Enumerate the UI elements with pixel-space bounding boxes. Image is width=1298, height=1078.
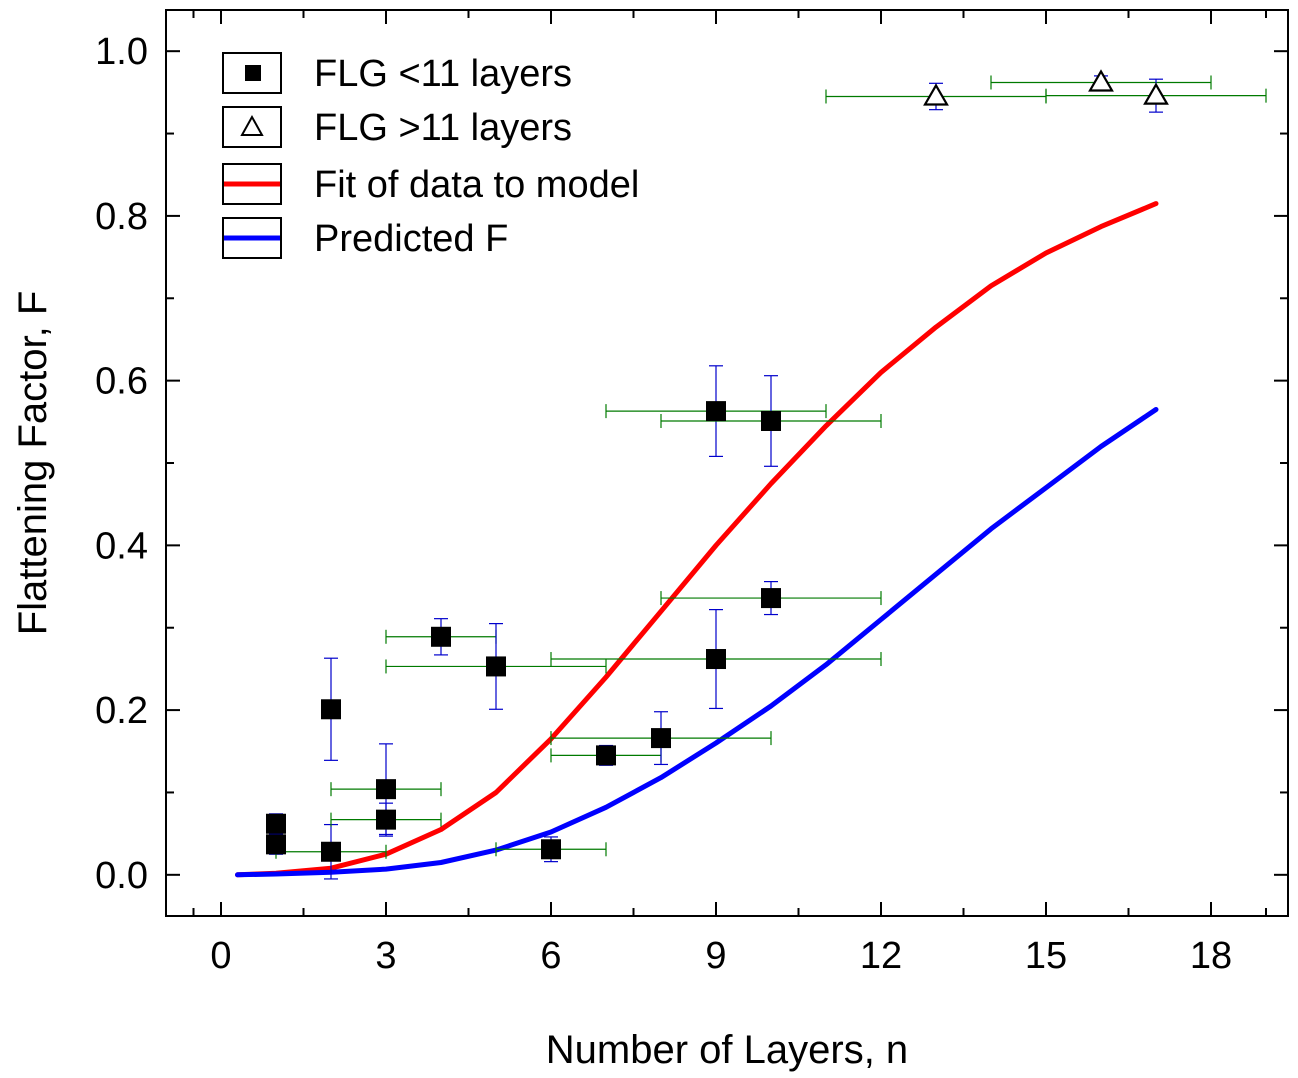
model-curves <box>235 201 1159 878</box>
x-tick-label: 18 <box>1190 935 1232 977</box>
data-point-triangle <box>1143 82 1169 105</box>
x-tick-label: 12 <box>860 935 902 977</box>
data-point-square <box>266 813 286 834</box>
data-point-square <box>486 656 506 677</box>
legend-swatch-box <box>222 106 282 148</box>
x-tick-label: 15 <box>1025 935 1067 977</box>
y-tick-label: 0.4 <box>95 525 148 567</box>
data-point-square <box>266 834 286 855</box>
legend: FLG <11 layers FLG >11 layers Fit of data … <box>222 52 639 260</box>
fit-curve-line <box>235 201 1159 878</box>
data-point-square <box>596 745 616 766</box>
x-tick-label: 3 <box>375 935 396 977</box>
data-point-square <box>706 649 726 670</box>
data-point-triangle <box>923 83 949 106</box>
data-point-square <box>761 588 781 609</box>
y-tick-label: 0.2 <box>95 690 148 732</box>
y-tick-label: 0.8 <box>95 196 148 238</box>
data-point-triangle <box>1088 69 1114 92</box>
data-point-square <box>376 779 396 800</box>
x-tick-label: 9 <box>705 935 726 977</box>
legend-label: Predicted F <box>314 218 508 260</box>
legend-label: Fit of data to model <box>314 164 639 206</box>
legend-triangle-marker <box>240 114 264 136</box>
axis-ticks: 0 3 6 9 12 15 18 0.0 0.2 0.4 0.6 0.8 1.0 <box>95 10 1288 977</box>
y-tick-label: 0.6 <box>95 361 148 403</box>
legend-square-marker <box>245 65 261 81</box>
x-tick-label: 0 <box>210 935 231 977</box>
predicted-curve-line <box>235 407 1159 878</box>
y-tick-label: 1.0 <box>95 31 148 73</box>
data-point-square <box>651 728 671 749</box>
data-point-square <box>541 839 561 860</box>
legend-label: FLG <11 layers <box>314 53 572 95</box>
data-point-square <box>706 401 726 422</box>
y-axis-title: Flattening Factor, F <box>11 291 55 636</box>
data-point-square <box>321 699 341 720</box>
x-axis-title: Number of Layers, n <box>546 1028 908 1072</box>
data-points <box>266 69 1169 862</box>
data-point-square <box>376 809 396 830</box>
legend-label: FLG >11 layers <box>314 107 572 149</box>
y-tick-label: 0.0 <box>95 855 148 897</box>
data-point-square <box>761 410 781 431</box>
data-point-square <box>431 626 451 647</box>
x-tick-label: 6 <box>540 935 561 977</box>
data-point-square <box>321 841 341 862</box>
